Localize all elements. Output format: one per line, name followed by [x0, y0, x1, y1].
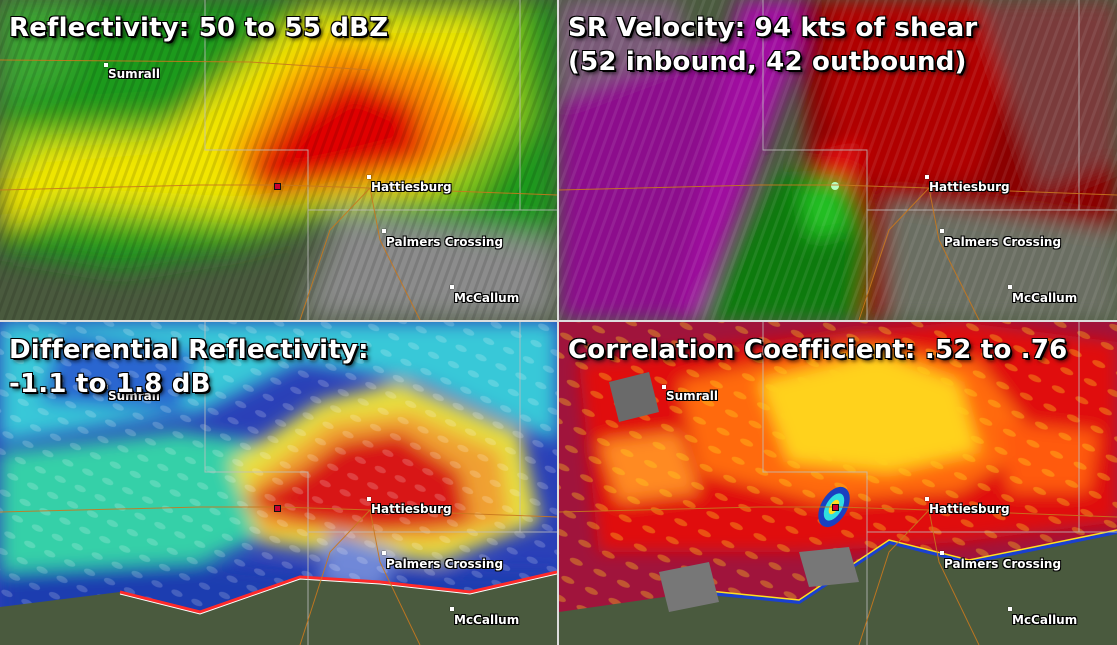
city-label-mccallum: McCallum [1012, 291, 1078, 305]
panel-title: Differential Reflectivity: -1.1 to 1.8 d… [9, 335, 369, 399]
city-marker [104, 385, 108, 389]
city-marker [382, 551, 386, 555]
city-label-sumrall: Sumrall [108, 67, 160, 81]
city-label-palmers-crossing: Palmers Crossing [386, 235, 504, 249]
city-marker [367, 497, 371, 501]
city-marker [382, 229, 386, 233]
radar-site-marker [274, 183, 281, 190]
cc-radar-image [559, 322, 1117, 645]
panel-divider-vertical [557, 0, 559, 645]
radar-site-marker [832, 504, 839, 511]
velocity-radar-image [559, 0, 1117, 320]
city-label-hattiesburg: Hattiesburg [371, 502, 452, 516]
panel-divider-horizontal [0, 320, 1117, 322]
city-label-hattiesburg: Hattiesburg [929, 502, 1010, 516]
city-marker [940, 551, 944, 555]
reflectivity-radar-image [0, 0, 557, 320]
city-marker [925, 175, 929, 179]
city-label-hattiesburg: Hattiesburg [371, 180, 452, 194]
city-marker [1008, 285, 1012, 289]
panel-title: Reflectivity: 50 to 55 dBZ [9, 13, 389, 43]
city-label-palmers-crossing: Palmers Crossing [386, 557, 504, 571]
city-label-mccallum: McCallum [454, 291, 520, 305]
city-marker [450, 285, 454, 289]
city-label-sumrall: Sumrall [108, 389, 160, 403]
city-label-mccallum: McCallum [454, 613, 520, 627]
panel-differential-reflectivity: Differential Reflectivity: -1.1 to 1.8 d… [0, 322, 557, 645]
city-marker [104, 63, 108, 67]
city-marker [1008, 607, 1012, 611]
panel-velocity: SR Velocity: 94 kts of shear (52 inbound… [559, 0, 1117, 320]
zdr-radar-image [0, 322, 557, 645]
city-marker [367, 175, 371, 179]
city-marker [940, 229, 944, 233]
panel-correlation-coefficient: Correlation Coefficient: .52 to .76 Sumr… [559, 322, 1117, 645]
city-marker [925, 497, 929, 501]
panel-title: SR Velocity: 94 kts of shear (52 inbound… [568, 13, 978, 77]
city-marker [662, 385, 666, 389]
city-label-hattiesburg: Hattiesburg [929, 180, 1010, 194]
panel-reflectivity: Reflectivity: 50 to 55 dBZ Sumrall Hatti… [0, 0, 557, 320]
radar-site-marker [274, 505, 281, 512]
panel-title: Correlation Coefficient: .52 to .76 [568, 335, 1068, 365]
city-label-mccallum: McCallum [1012, 613, 1078, 627]
city-label-sumrall: Sumrall [666, 389, 718, 403]
city-marker [450, 607, 454, 611]
city-label-palmers-crossing: Palmers Crossing [944, 235, 1062, 249]
city-label-palmers-crossing: Palmers Crossing [944, 557, 1062, 571]
